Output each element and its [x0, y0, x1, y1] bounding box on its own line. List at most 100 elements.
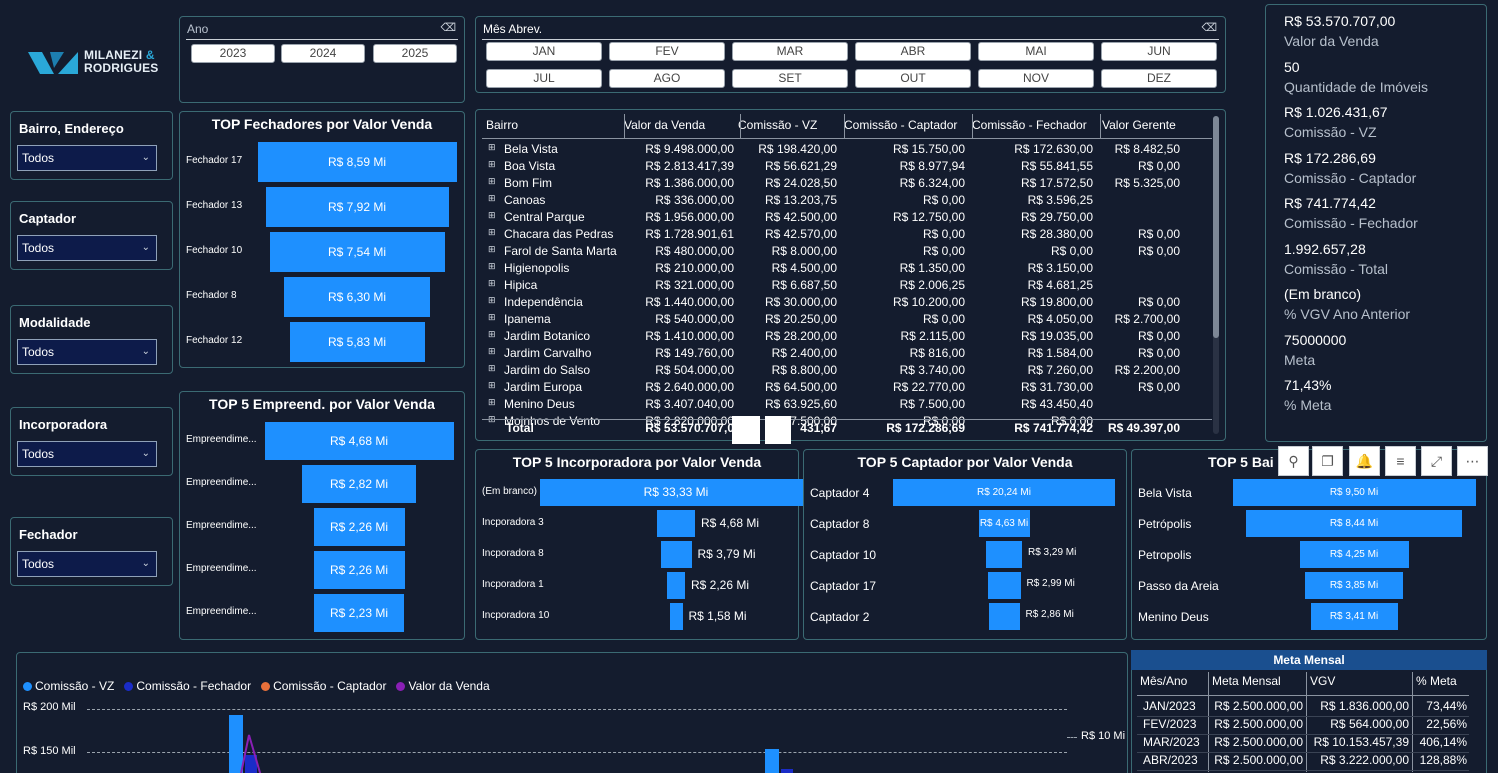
funnel-bar[interactable]: R$ 6,30 Mi — [284, 277, 430, 317]
scroll-thumb[interactable] — [1213, 116, 1219, 338]
top-empreend-chart: TOP 5 Empreend. por Valor Venda Empreend… — [179, 391, 465, 640]
filter-title: Fechador — [19, 527, 78, 542]
month-button-set[interactable]: SET — [732, 69, 848, 88]
funnel-bar[interactable]: R$ 33,33 Mi — [540, 479, 812, 506]
meta-column-header[interactable]: % Meta — [1416, 674, 1457, 688]
column-header[interactable]: Comissão - Captador — [844, 118, 958, 132]
expand-icon[interactable]: ⊞ — [488, 329, 496, 339]
legend-item[interactable]: Valor da Venda — [396, 679, 490, 693]
funnel-bar[interactable] — [657, 510, 695, 537]
funnel-bar[interactable]: R$ 8,59 Mi — [257, 142, 457, 182]
month-button-mar[interactable]: MAR — [732, 42, 848, 61]
funnel-bar[interactable]: R$ 2,26 Mi — [313, 551, 405, 589]
vz-bar[interactable] — [765, 749, 779, 773]
funnel-bar[interactable]: R$ 3,85 Mi — [1305, 572, 1403, 599]
column-header[interactable]: Comissão - VZ — [738, 118, 818, 132]
expand-icon[interactable]: ⊞ — [488, 176, 496, 186]
month-button-nov[interactable]: NOV — [978, 69, 1094, 88]
year-button-2023[interactable]: 2023 — [191, 44, 275, 63]
focus-icon[interactable]: ⤢ — [1421, 446, 1452, 476]
funnel-bar[interactable]: R$ 3,41 Mi — [1310, 603, 1398, 630]
expand-icon[interactable]: ⊞ — [488, 312, 496, 322]
table-cell: R$ 4.050,00 — [1027, 312, 1093, 326]
funnel-bar[interactable]: R$ 8,44 Mi — [1246, 510, 1462, 537]
eraser-icon[interactable]: ⌫ — [440, 22, 456, 34]
table-cell: R$ 22.770,00 — [892, 380, 965, 394]
funnel-bar[interactable]: R$ 9,50 Mi — [1232, 479, 1476, 506]
funnel-bar[interactable]: R$ 4,68 Mi — [264, 422, 454, 460]
month-button-dez[interactable]: DEZ — [1101, 69, 1217, 88]
filter-dropdown[interactable]: Todos ⌄ — [17, 235, 157, 261]
month-button-jun[interactable]: JUN — [1101, 42, 1217, 61]
expand-icon[interactable]: ⊞ — [488, 380, 496, 390]
legend-item[interactable]: Comissão - Captador — [261, 679, 386, 693]
vz-bar[interactable] — [229, 715, 243, 773]
expand-icon[interactable]: ⊞ — [488, 193, 496, 203]
table-cell: Ipanema — [504, 312, 551, 326]
funnel-bar[interactable]: R$ 2,26 Mi — [313, 508, 405, 546]
legend-item[interactable]: Comissão - VZ — [23, 679, 114, 693]
expand-icon[interactable]: ⊞ — [488, 397, 496, 407]
fechador-bar[interactable] — [245, 755, 257, 773]
expand-icon[interactable]: ⊞ — [488, 244, 496, 254]
filter-3: Incorporadora Todos ⌄ — [10, 407, 173, 476]
pin-icon[interactable]: ⚲ — [1278, 446, 1309, 476]
filter-dropdown[interactable]: Todos ⌄ — [17, 339, 157, 365]
funnel-bar[interactable] — [660, 541, 692, 568]
funnel-bar[interactable] — [986, 541, 1022, 568]
expand-icon[interactable]: ⊞ — [488, 363, 496, 373]
funnel-bar[interactable]: R$ 2,23 Mi — [314, 594, 404, 632]
month-button-jul[interactable]: JUL — [486, 69, 602, 88]
funnel-bar[interactable]: R$ 2,82 Mi — [302, 465, 416, 503]
monthly-commission-chart: Comissão - VZ Comissão - Fechador Comissão… — [16, 652, 1128, 773]
funnel-bar[interactable] — [669, 603, 683, 630]
copy-icon[interactable]: ❐ — [1312, 446, 1343, 476]
table-scrollbar[interactable] — [1213, 116, 1219, 434]
year-button-2025[interactable]: 2025 — [373, 44, 457, 63]
expand-icon[interactable]: ⊞ — [488, 227, 496, 237]
funnel-bar[interactable]: R$ 20,24 Mi — [893, 479, 1115, 506]
meta-column-header[interactable]: Meta Mensal — [1212, 674, 1281, 688]
filter-dropdown[interactable]: Todos ⌄ — [17, 441, 157, 467]
month-button-fev[interactable]: FEV — [609, 42, 725, 61]
month-button-out[interactable]: OUT — [855, 69, 971, 88]
eraser-icon[interactable]: ⌫ — [1201, 22, 1217, 34]
column-header[interactable]: Bairro — [486, 118, 519, 132]
month-button-mai[interactable]: MAI — [978, 42, 1094, 61]
funnel-bar[interactable]: R$ 4,63 Mi — [978, 510, 1030, 537]
funnel-label: Fechador 17 — [186, 155, 243, 166]
funnel-bar[interactable] — [667, 572, 685, 599]
legend-item[interactable]: Comissão - Fechador — [124, 679, 251, 693]
month-button-ago[interactable]: AGO — [609, 69, 725, 88]
month-button-abr[interactable]: ABR — [855, 42, 971, 61]
column-header[interactable]: Valor Gerente — [1102, 118, 1176, 132]
funnel-bar[interactable]: R$ 7,54 Mi — [269, 232, 445, 272]
funnel-bar[interactable]: R$ 4,25 Mi — [1299, 541, 1409, 568]
year-button-2024[interactable]: 2024 — [281, 44, 365, 63]
funnel-bar[interactable]: R$ 5,83 Mi — [289, 322, 425, 362]
divider — [482, 39, 1219, 40]
funnel-bar[interactable] — [987, 572, 1021, 599]
data-label: R$ 33,33 Mi — [643, 485, 709, 499]
bell-icon[interactable]: 🔔 — [1349, 446, 1380, 476]
column-header[interactable]: Valor da Venda — [624, 118, 706, 132]
funnel-bar[interactable] — [988, 603, 1020, 630]
meta-column-header[interactable]: VGV — [1310, 674, 1336, 688]
filter-icon[interactable]: ≡ — [1385, 446, 1416, 476]
expand-icon[interactable]: ⊞ — [488, 261, 496, 271]
filter-dropdown[interactable]: Todos ⌄ — [17, 145, 157, 171]
expand-icon[interactable]: ⊞ — [488, 295, 496, 305]
expand-icon[interactable]: ⊞ — [488, 159, 496, 169]
month-button-jan[interactable]: JAN — [486, 42, 602, 61]
table-cell: R$ 10.200,00 — [892, 295, 965, 309]
funnel-bar[interactable]: R$ 7,92 Mi — [265, 187, 449, 227]
filter-dropdown[interactable]: Todos ⌄ — [17, 551, 157, 577]
expand-icon[interactable]: ⊞ — [488, 142, 496, 152]
meta-column-header[interactable]: Mês/Ano — [1140, 674, 1188, 688]
column-header[interactable]: Comissão - Fechador — [972, 118, 1087, 132]
expand-icon[interactable]: ⊞ — [488, 278, 496, 288]
fechador-bar[interactable] — [781, 769, 793, 773]
more-icon[interactable]: ⋯ — [1457, 446, 1488, 476]
expand-icon[interactable]: ⊞ — [488, 346, 496, 356]
expand-icon[interactable]: ⊞ — [488, 210, 496, 220]
